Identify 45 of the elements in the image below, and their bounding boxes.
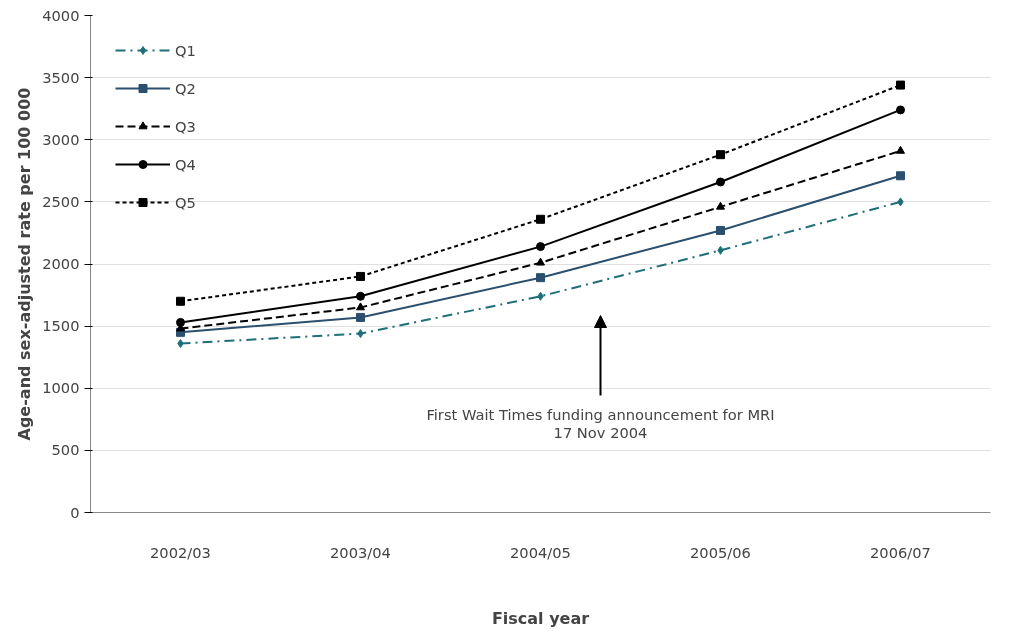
point [356, 312, 365, 322]
annotation: First Wait Times funding announcement for MRI 17 Nov 2004 [426, 405, 775, 441]
point [896, 171, 905, 181]
point [896, 80, 905, 90]
point [716, 201, 725, 210]
x-tick-label: 2003/04 [330, 543, 391, 561]
point [716, 225, 725, 235]
point [536, 242, 545, 252]
point [536, 257, 545, 266]
point [176, 317, 185, 327]
y-tick-label: 3500 [42, 68, 80, 86]
y-tick-label: 0 [70, 503, 80, 521]
x-tick-label: 2004/05 [510, 543, 571, 561]
y-tick-label: 2500 [42, 192, 80, 210]
y-tick-label: 2000 [42, 255, 80, 272]
y-tick-label: 1000 [42, 379, 80, 397]
legend-label: Q5 [175, 193, 196, 211]
point [896, 145, 905, 154]
legend-label: Q4 [175, 155, 196, 173]
point [356, 302, 365, 311]
point [896, 105, 905, 115]
legend-label: Q2 [175, 79, 196, 97]
y-axis-title: Age-and sex-adjusted rate per 100 000 [15, 87, 35, 441]
point [356, 271, 365, 281]
y-tick-label: 500 [51, 441, 80, 459]
x-tick-label: 2005/06 [690, 543, 751, 561]
point [716, 177, 725, 187]
point [176, 296, 185, 306]
legend-label: Q3 [175, 117, 196, 135]
legend-label: Q1 [175, 41, 196, 59]
x-tick-label: 2006/07 [870, 543, 931, 561]
x-tick-label: 2002/03 [150, 543, 211, 561]
point [356, 291, 365, 301]
point [537, 291, 544, 301]
point [897, 197, 904, 207]
point [177, 339, 184, 349]
y-tick-label: 1500 [42, 317, 80, 335]
point [717, 245, 724, 255]
x-axis-title: Fiscal year [491, 608, 590, 628]
y-tick-label: 3000 [42, 130, 80, 148]
point [716, 150, 725, 160]
y-tick-label: 4000 [42, 6, 80, 24]
point [536, 214, 545, 224]
point [536, 273, 545, 283]
point [357, 329, 364, 339]
